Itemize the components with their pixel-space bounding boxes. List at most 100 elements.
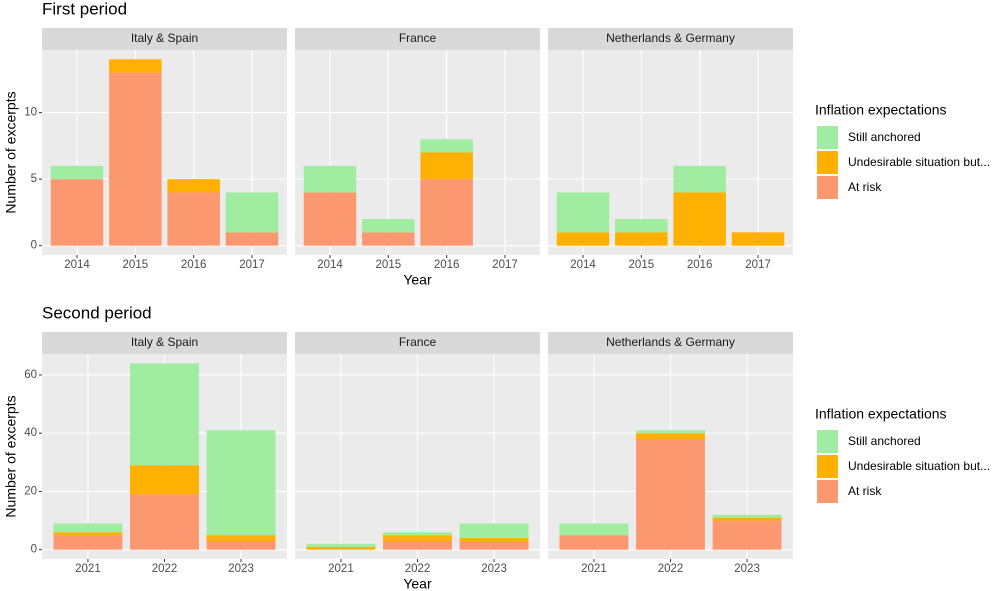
y-tick-label: 60: [24, 369, 37, 381]
legend-key: [817, 455, 838, 478]
strip: [42, 332, 287, 354]
bar-segment: [459, 538, 529, 541]
bar-segment: [306, 546, 376, 550]
x-tick-label: 2016: [687, 259, 713, 271]
strip: [295, 28, 540, 50]
y-tick-label: 0: [31, 544, 37, 556]
strip-label: France: [399, 335, 437, 349]
bar-segment: [109, 59, 162, 73]
legend-label: Undesirable situation but...: [848, 459, 990, 473]
y-tick-label: 40: [24, 427, 37, 439]
bar-segment: [109, 72, 162, 246]
x-tick-label: 2015: [123, 259, 149, 271]
bar-segment: [559, 535, 629, 550]
strip-label: Italy & Spain: [131, 335, 198, 349]
strip: [548, 332, 793, 354]
bar-segment: [673, 165, 726, 193]
y-tick-label: 0: [31, 240, 37, 252]
x-tick-label: 2016: [434, 259, 460, 271]
bar-segment: [615, 219, 668, 233]
legend-key: [817, 480, 838, 503]
legend-key: [817, 176, 838, 199]
y-tick-label: 5: [31, 173, 37, 185]
bar-segment: [559, 523, 629, 536]
x-tick-label: 2014: [317, 259, 343, 271]
x-tick-label: 2021: [328, 563, 354, 575]
strip-label: Netherlands & Germany: [606, 335, 735, 349]
bar-segment: [362, 219, 415, 233]
bar-segment: [383, 540, 452, 550]
bar-segment: [636, 439, 705, 550]
bar-segment: [306, 543, 376, 547]
y-axis-label: Number of excerpts: [3, 395, 19, 517]
bar-segment: [130, 494, 199, 550]
x-tick-label: 2017: [492, 259, 518, 271]
legend-label: At risk: [848, 180, 882, 194]
legend-title: Inflation expectations: [815, 102, 947, 118]
x-tick-label: 2021: [581, 563, 607, 575]
bar-segment: [556, 232, 610, 246]
bar-segment: [206, 540, 276, 550]
bar-segment: [303, 192, 357, 246]
x-tick-label: 2014: [570, 259, 596, 271]
strip: [42, 28, 287, 50]
x-tick-label: 2017: [239, 259, 265, 271]
x-tick-label: 2016: [181, 259, 207, 271]
bar-segment: [130, 465, 199, 495]
bar-segment: [459, 540, 529, 550]
bar-segment: [420, 152, 473, 180]
x-tick-label: 2023: [228, 563, 254, 575]
bar-segment: [303, 165, 357, 193]
bar-segment: [383, 535, 452, 541]
x-tick-label: 2015: [629, 259, 655, 271]
bar-segment: [712, 520, 782, 550]
x-axis-label: Year: [403, 272, 432, 288]
legend-key: [817, 126, 838, 149]
bar-segment: [673, 192, 726, 246]
bar-segment: [420, 139, 473, 153]
y-axis-label: Number of excerpts: [3, 91, 19, 213]
x-axis-label: Year: [403, 576, 432, 591]
bar-segment: [130, 363, 199, 466]
x-tick-label: 2017: [745, 259, 771, 271]
bar-segment: [712, 514, 782, 518]
bar-segment: [53, 535, 123, 550]
strip-label: Netherlands & Germany: [606, 31, 735, 45]
bar-segment: [556, 192, 610, 233]
x-tick-label: 2022: [152, 563, 178, 575]
y-tick-label: 10: [24, 107, 37, 119]
bar-segment: [206, 535, 276, 541]
bar-segment: [636, 433, 705, 440]
bar-segment: [206, 430, 276, 536]
x-tick-label: 2014: [64, 259, 90, 271]
legend-label: At risk: [848, 484, 882, 498]
y-tick-label: 20: [24, 485, 37, 497]
bar-segment: [53, 523, 123, 533]
x-tick-label: 2023: [481, 563, 507, 575]
bar-segment: [167, 179, 220, 193]
bar-segment: [225, 192, 279, 233]
bar-segment: [420, 179, 473, 246]
chart-title: Second period: [42, 303, 152, 322]
strip: [295, 332, 540, 354]
bar-segment: [53, 532, 123, 536]
bar-segment: [167, 192, 220, 246]
x-tick-label: 2022: [658, 563, 684, 575]
bar-segment: [50, 179, 104, 246]
bar-segment: [362, 232, 415, 246]
x-tick-label: 2023: [734, 563, 760, 575]
bar-segment: [50, 165, 104, 180]
legend-title: Inflation expectations: [815, 406, 947, 422]
legend-key: [817, 430, 838, 453]
bar-segment: [383, 532, 452, 536]
bar-segment: [712, 517, 782, 521]
x-tick-label: 2022: [405, 563, 431, 575]
x-tick-label: 2015: [376, 259, 402, 271]
legend-label: Still anchored: [848, 434, 921, 448]
bar-segment: [731, 232, 785, 246]
strip: [548, 28, 793, 50]
x-tick-label: 2021: [75, 563, 101, 575]
bar-segment: [636, 430, 705, 434]
strip-label: Italy & Spain: [131, 31, 198, 45]
